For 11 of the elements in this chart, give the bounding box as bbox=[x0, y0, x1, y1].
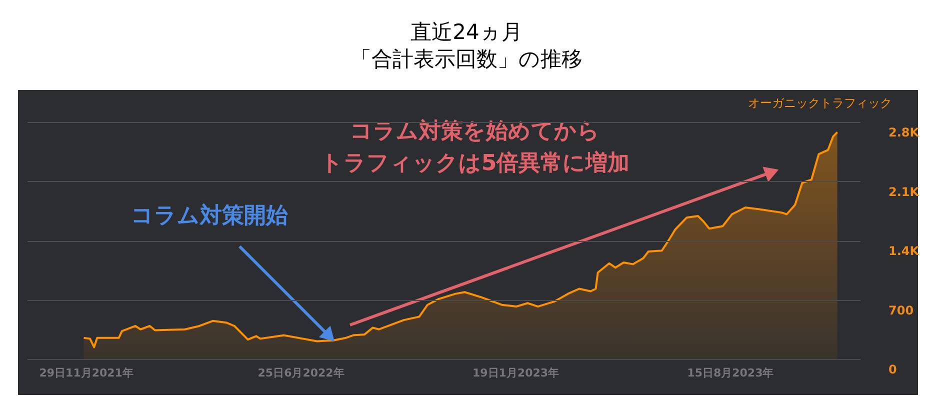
x-tick-label: 29日11月2021年 bbox=[39, 366, 134, 380]
x-tick-label: 19日1月2023年 bbox=[472, 366, 560, 380]
chart-subtitle: 「合計表示回数」の推移 bbox=[350, 47, 582, 71]
annotation: トラフィックは5倍異常に増加 bbox=[320, 150, 630, 176]
annotation: コラム対策開始 bbox=[131, 202, 288, 228]
text: オーガニックトラフィック bbox=[748, 96, 892, 110]
chart-title: 直近24ヵ月 bbox=[410, 20, 522, 44]
x-tick-label: 15日8月2023年 bbox=[687, 366, 774, 380]
x-tick-label: 25日6月2022年 bbox=[258, 366, 344, 380]
y-tick-label: 0 bbox=[888, 362, 897, 376]
y-tick-label: 700 bbox=[888, 303, 914, 318]
